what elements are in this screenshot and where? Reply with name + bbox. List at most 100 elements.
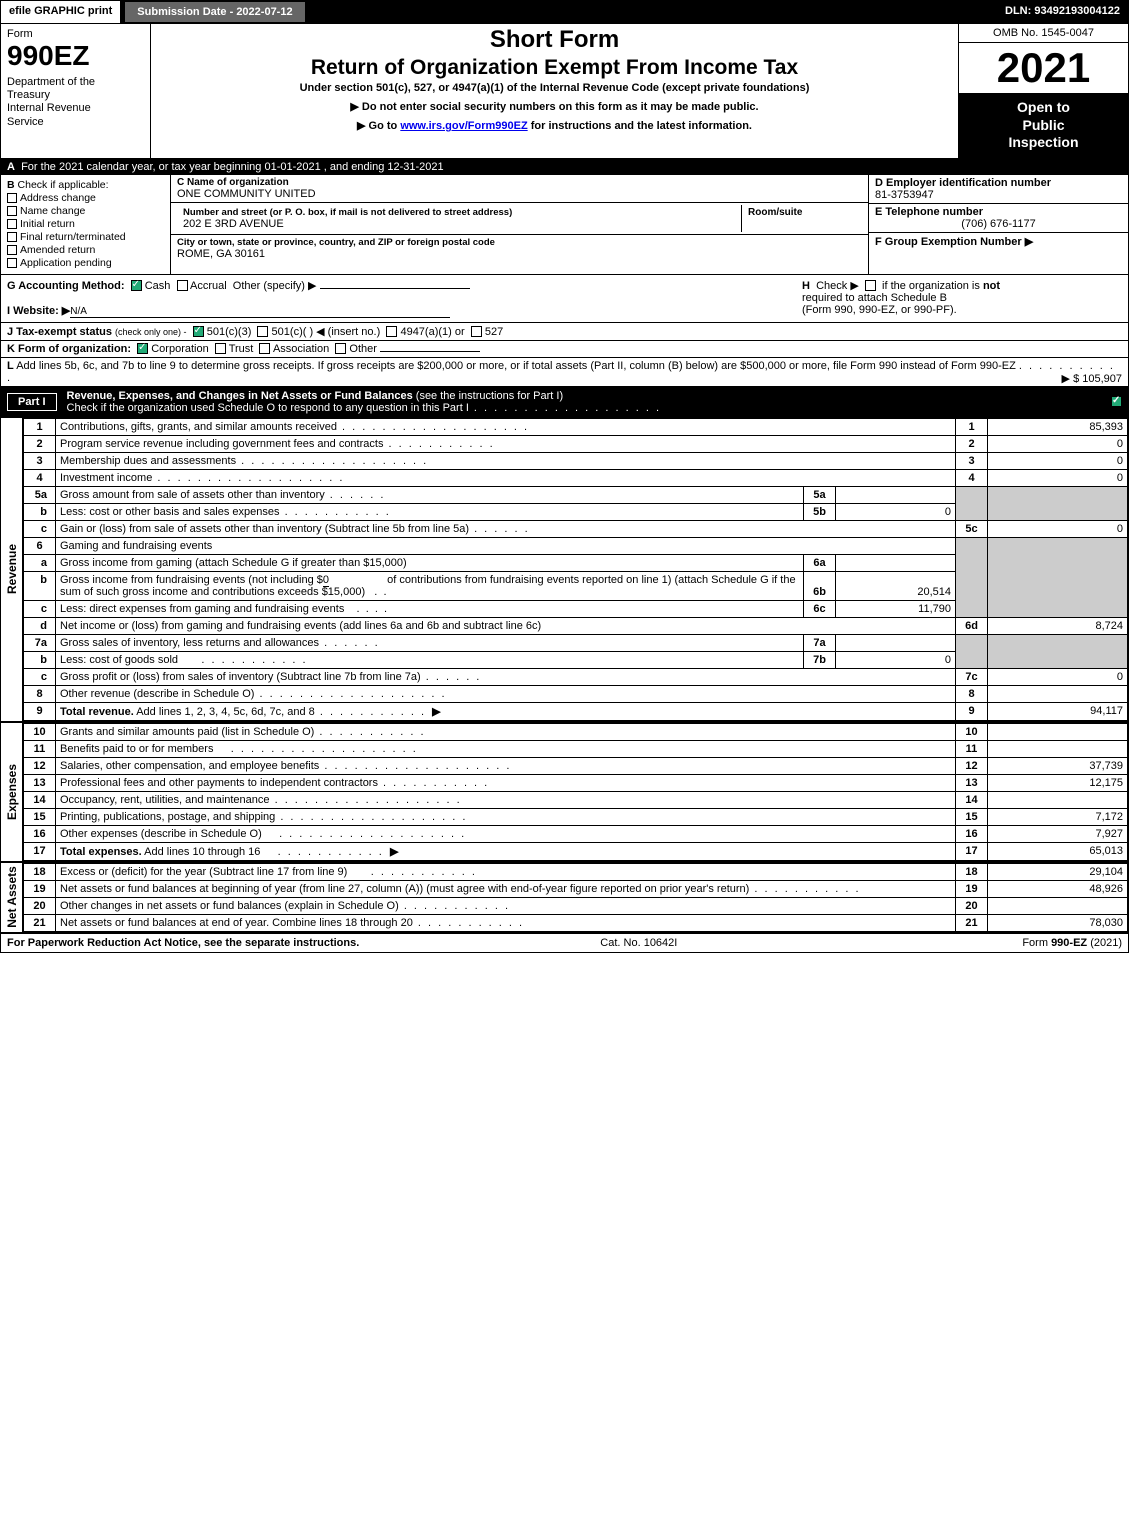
chk-schedule-o-part1[interactable]: [1111, 396, 1122, 407]
chk-527[interactable]: [471, 326, 482, 337]
chk-501c3[interactable]: [193, 326, 204, 337]
chk-initial-return[interactable]: Initial return: [7, 218, 164, 230]
label-a: A: [7, 161, 15, 173]
col-b-text: Check if applicable:: [18, 179, 109, 191]
line-8: 8Other revenue (describe in Schedule O)8: [24, 685, 1128, 702]
ein-block: D Employer identification number 81-3753…: [869, 175, 1128, 204]
form-word: Form: [7, 28, 144, 40]
line-17: 17Total expenses. Add lines 10 through 1…: [24, 842, 1128, 860]
chk-final-return[interactable]: Final return/terminated: [7, 231, 164, 243]
org-name-label: C Name of organization: [177, 177, 862, 188]
row-h: H Check ▶ if the organization is not req…: [792, 279, 1122, 318]
chk-trust[interactable]: [215, 343, 226, 354]
form-container: efile GRAPHIC print Submission Date - 20…: [0, 0, 1129, 953]
line-16: 16Other expenses (describe in Schedule O…: [24, 825, 1128, 842]
label-i: I Website: ▶: [7, 305, 70, 317]
line-6d: dNet income or (loss) from gaming and fu…: [24, 617, 1128, 634]
form-year: 2021: [959, 43, 1128, 93]
form-title: Return of Organization Exempt From Incom…: [157, 56, 952, 80]
netassets-content: 18Excess or (deficit) for the year (Subt…: [23, 863, 1128, 932]
label-k: K Form of organization:: [7, 343, 131, 355]
tel-value: (706) 676-1177: [875, 218, 1122, 230]
part1-desc: Revenue, Expenses, and Changes in Net As…: [67, 390, 1105, 414]
line-9: 9Total revenue. Add lines 1, 2, 3, 4, 5c…: [24, 702, 1128, 720]
footer-right: Form 990-EZ (2021): [825, 937, 1122, 949]
row-j: J Tax-exempt status (check only one) - 5…: [1, 323, 1128, 341]
revenue-vlabel: Revenue: [1, 418, 23, 721]
chk-application-pending[interactable]: Application pending: [7, 257, 164, 269]
note-ssn: ▶ Do not enter social security numbers o…: [157, 100, 952, 113]
row-g: G Accounting Method: Cash Accrual Other …: [7, 279, 792, 292]
row-gh: G Accounting Method: Cash Accrual Other …: [1, 275, 1128, 323]
line-5c: cGain or (loss) from sale of assets othe…: [24, 520, 1128, 537]
line-20: 20Other changes in net assets or fund ba…: [24, 897, 1128, 914]
chk-association[interactable]: [259, 343, 270, 354]
label-g: G Accounting Method:: [7, 280, 125, 292]
row-g-left: G Accounting Method: Cash Accrual Other …: [7, 279, 792, 318]
row-a: A For the 2021 calendar year, or tax yea…: [1, 159, 1128, 175]
dept-label: Department of theTreasuryInternal Revenu…: [7, 76, 144, 129]
tel-label: E Telephone number: [875, 206, 1122, 218]
note2-pre: ▶ Go to: [357, 120, 400, 132]
line-2: 2Program service revenue including gover…: [24, 435, 1128, 452]
revenue-content: 1Contributions, gifts, grants, and simil…: [23, 418, 1128, 721]
chk-cash[interactable]: [131, 280, 142, 291]
page-footer: For Paperwork Reduction Act Notice, see …: [1, 934, 1128, 952]
form-header: Form 990EZ Department of theTreasuryInte…: [1, 24, 1128, 159]
room-cell: Room/suite: [742, 205, 862, 232]
org-name-block: C Name of organization ONE COMMUNITY UNI…: [171, 175, 868, 203]
chk-4947[interactable]: [386, 326, 397, 337]
row-k: K Form of organization: Corporation Trus…: [1, 341, 1128, 358]
row-l-text: Add lines 5b, 6c, and 7b to line 9 to de…: [16, 360, 1016, 372]
chk-other-org[interactable]: [335, 343, 346, 354]
revenue-section: Revenue 1Contributions, gifts, grants, a…: [1, 417, 1128, 722]
irs-link[interactable]: www.irs.gov/Form990EZ: [400, 120, 527, 132]
note2-post: for instructions and the latest informat…: [528, 120, 752, 132]
expenses-section: Expenses 10Grants and similar amounts pa…: [1, 722, 1128, 862]
org-name: ONE COMMUNITY UNITED: [177, 188, 862, 200]
line-14: 14Occupancy, rent, utilities, and mainte…: [24, 791, 1128, 808]
line-19: 19Net assets or fund balances at beginni…: [24, 880, 1128, 897]
group-block: F Group Exemption Number ▶: [869, 233, 1128, 250]
chk-name-change[interactable]: Name change: [7, 205, 164, 217]
street-cell: Number and street (or P. O. box, if mail…: [177, 205, 742, 232]
line-7a: 7aGross sales of inventory, less returns…: [24, 634, 1128, 651]
line-1: 1Contributions, gifts, grants, and simil…: [24, 418, 1128, 435]
footer-mid: Cat. No. 10642I: [453, 937, 825, 949]
street-value: 202 E 3RD AVENUE: [183, 218, 735, 230]
row-i: I Website: ▶N/A: [7, 304, 792, 318]
line-18: 18Excess or (deficit) for the year (Subt…: [24, 863, 1128, 880]
label-l: L: [7, 360, 14, 372]
chk-501c[interactable]: [257, 326, 268, 337]
expenses-vlabel: Expenses: [1, 723, 23, 861]
line-7c: cGross profit or (loss) from sales of in…: [24, 668, 1128, 685]
other-org-input[interactable]: [380, 351, 480, 352]
ein-label: D Employer identification number: [875, 177, 1122, 189]
chk-amended-return[interactable]: Amended return: [7, 244, 164, 256]
chk-schedule-b[interactable]: [865, 280, 876, 291]
part1-label: Part I: [7, 393, 57, 411]
line-15: 15Printing, publications, postage, and s…: [24, 808, 1128, 825]
dln-label: DLN: 93492193004122: [997, 1, 1128, 23]
row-l: L Add lines 5b, 6c, and 7b to line 9 to …: [1, 358, 1128, 387]
street-block: Number and street (or P. O. box, if mail…: [171, 203, 868, 235]
top-bar: efile GRAPHIC print Submission Date - 20…: [1, 1, 1128, 24]
header-left: Form 990EZ Department of theTreasuryInte…: [1, 24, 151, 158]
omb-number: OMB No. 1545-0047: [959, 24, 1128, 43]
label-b: B: [7, 179, 15, 191]
line-4: 4Investment income40: [24, 469, 1128, 486]
chk-corporation[interactable]: [137, 343, 148, 354]
label-j: J Tax-exempt status: [7, 326, 112, 338]
row-l-amount: ▶ $ 105,907: [1062, 372, 1122, 385]
other-specify-input[interactable]: [320, 288, 470, 289]
line-11: 11Benefits paid to or for members 11: [24, 740, 1128, 757]
chk-address-change[interactable]: Address change: [7, 192, 164, 204]
room-label: Room/suite: [748, 207, 856, 218]
part1-header: Part I Revenue, Expenses, and Changes in…: [1, 387, 1128, 417]
website-value: N/A: [70, 306, 450, 318]
street-label: Number and street (or P. O. box, if mail…: [183, 207, 735, 218]
block-bcd: B Check if applicable: Address change Na…: [1, 175, 1128, 275]
chk-accrual[interactable]: [177, 280, 188, 291]
footer-left: For Paperwork Reduction Act Notice, see …: [7, 937, 453, 949]
tel-block: E Telephone number (706) 676-1177: [869, 204, 1128, 233]
